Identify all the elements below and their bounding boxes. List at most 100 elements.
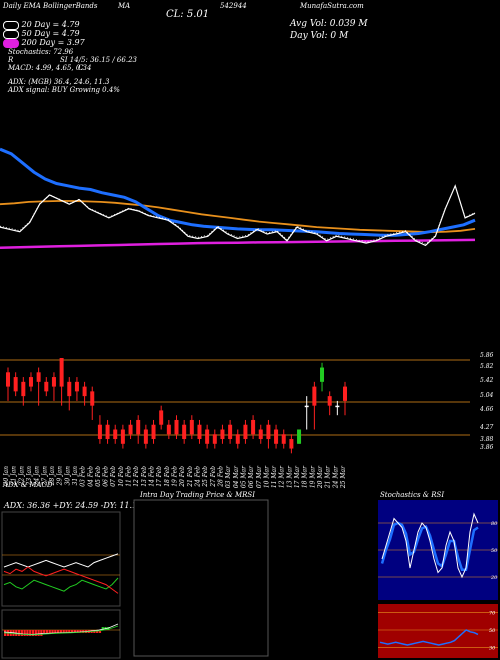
candle-body bbox=[21, 381, 26, 397]
rsi-y-tick: 70 bbox=[489, 610, 496, 616]
adx-series-line bbox=[3, 566, 119, 594]
candle-body bbox=[335, 405, 340, 408]
candle-body bbox=[120, 429, 125, 444]
candle-body bbox=[51, 377, 56, 387]
candle-body bbox=[97, 424, 102, 440]
macd-histogram-bar bbox=[34, 630, 37, 636]
date-tick: 27 Feb bbox=[210, 466, 217, 488]
date-tick: 24 Feb bbox=[194, 466, 201, 488]
date-tick: 10 Mar bbox=[263, 465, 270, 488]
candle-body bbox=[212, 434, 217, 444]
ma-blue-line bbox=[0, 147, 476, 237]
date-tick: 30 Jan bbox=[64, 466, 71, 486]
macd-histogram-bar bbox=[51, 630, 54, 633]
macd-panel-border bbox=[1, 609, 121, 659]
stoch-y-tick: 50 bbox=[491, 548, 498, 554]
candle-body bbox=[312, 386, 317, 406]
macd-histogram-bar bbox=[20, 630, 23, 636]
candle-body bbox=[13, 377, 18, 392]
macd-histogram-bar bbox=[29, 630, 32, 636]
macd-histogram-bar bbox=[31, 630, 35, 636]
candle-body bbox=[44, 381, 49, 392]
date-tick: 31 Jan bbox=[72, 466, 79, 486]
date-tick: 28 Feb bbox=[217, 466, 224, 488]
macd-histogram-bar bbox=[48, 630, 51, 633]
date-tick: 06 Feb bbox=[103, 466, 110, 487]
price-y-tick: 3.88 bbox=[480, 436, 494, 443]
date-tick: 25 Mar bbox=[340, 465, 347, 489]
adx-signal-label: ADX signal: BUY Growing 0.4% bbox=[8, 86, 120, 94]
candle-body bbox=[105, 424, 110, 440]
legend-20day: 20 Day = 4.79 bbox=[3, 20, 80, 30]
flag-r: R bbox=[8, 56, 14, 64]
date-tick: 07 Mar bbox=[256, 465, 263, 488]
date-tick: 24 Mar bbox=[332, 465, 339, 489]
date-tick: 25 Feb bbox=[202, 466, 209, 488]
date-tick: 21 Mar bbox=[325, 465, 332, 489]
date-tick: 11 Feb bbox=[126, 466, 133, 487]
macd-histogram-bar bbox=[40, 630, 43, 636]
date-tick: 11 Mar bbox=[271, 465, 278, 488]
adx-series-line bbox=[3, 577, 119, 592]
date-tick: 17 Mar bbox=[294, 465, 301, 488]
stochastics-label: Stochastics: 72.96 bbox=[8, 48, 74, 56]
ma-orange-line bbox=[0, 200, 476, 234]
avg-vol-label: Avg Vol: 0.039 M bbox=[290, 19, 368, 29]
price-y-tick: 4.27 bbox=[479, 424, 494, 431]
price-y-tick: 5.86 bbox=[480, 352, 494, 359]
date-tick: 18 Feb bbox=[164, 466, 171, 487]
macd-histogram-bar bbox=[26, 630, 29, 636]
source-label: MunafaSutra.com bbox=[300, 2, 364, 10]
date-tick: 04 Mar bbox=[233, 465, 240, 488]
date-tick: 19 Feb bbox=[172, 466, 179, 487]
price-y-tick: 5.04 bbox=[480, 392, 494, 399]
macd-histogram-bar bbox=[37, 630, 40, 636]
macd-histogram-bar bbox=[43, 630, 46, 633]
date-tick: 07 Feb bbox=[110, 466, 117, 487]
date-tick: 14 Feb bbox=[149, 466, 156, 487]
date-tick: 05 Mar bbox=[240, 465, 247, 488]
date-tick: 20 Feb bbox=[179, 466, 186, 488]
stoch-white-line bbox=[381, 512, 479, 579]
candle-body bbox=[320, 367, 325, 382]
date-tick: 06 Mar bbox=[248, 465, 255, 488]
candle-body bbox=[235, 434, 240, 444]
macd-histogram-bar bbox=[76, 630, 79, 633]
date-tick: 21 Feb bbox=[187, 466, 194, 488]
date-tick: 13 Feb bbox=[141, 466, 148, 487]
adx-series-line bbox=[3, 553, 119, 568]
macd-histogram-bar bbox=[65, 630, 68, 633]
intraday-panel-title: Intra Day Trading Price & MRSI bbox=[140, 491, 255, 499]
date-tick: 29 Jan bbox=[57, 466, 64, 487]
date-tick: 17 Feb bbox=[156, 466, 163, 487]
candle-body bbox=[143, 429, 148, 444]
date-tick: 18 Mar bbox=[302, 465, 309, 488]
candle-body bbox=[166, 424, 171, 435]
candle-body bbox=[28, 377, 33, 387]
candle-body bbox=[327, 396, 332, 406]
ma-200-line bbox=[0, 238, 476, 249]
adx-values: ADX: 36.36 +DY: 24.59 -DY: 11.18 bbox=[4, 501, 143, 510]
candle-body bbox=[274, 429, 279, 444]
macd-histogram-bar bbox=[70, 630, 74, 633]
date-tick: 22 Jan bbox=[18, 466, 25, 487]
rsi-panel-bg bbox=[378, 604, 498, 658]
macd-histogram-bar bbox=[23, 630, 26, 636]
date-tick: 04 Feb bbox=[87, 466, 94, 487]
date-tick: 03 Mar bbox=[225, 465, 232, 488]
date-tick: 03 Feb bbox=[80, 466, 87, 487]
date-tick: 05 Feb bbox=[95, 466, 102, 487]
day-vol-label: Day Vol: 0 M bbox=[290, 31, 349, 41]
price-y-tick: 5.82 bbox=[480, 363, 494, 370]
adx-panel-border bbox=[1, 511, 121, 607]
macd-histogram-bar bbox=[79, 630, 82, 633]
header-ma: MA bbox=[118, 2, 131, 10]
candle-body bbox=[59, 358, 64, 387]
adx-panel-title: ADX & MACD bbox=[3, 481, 53, 489]
adx-label: ADX: (MGB) 36.4, 24.6, 11.3 bbox=[8, 78, 110, 86]
date-tick: 19 Mar bbox=[309, 465, 316, 488]
candle-body bbox=[82, 386, 87, 397]
candle-body bbox=[220, 429, 225, 440]
macd-histogram-bar bbox=[57, 630, 60, 633]
